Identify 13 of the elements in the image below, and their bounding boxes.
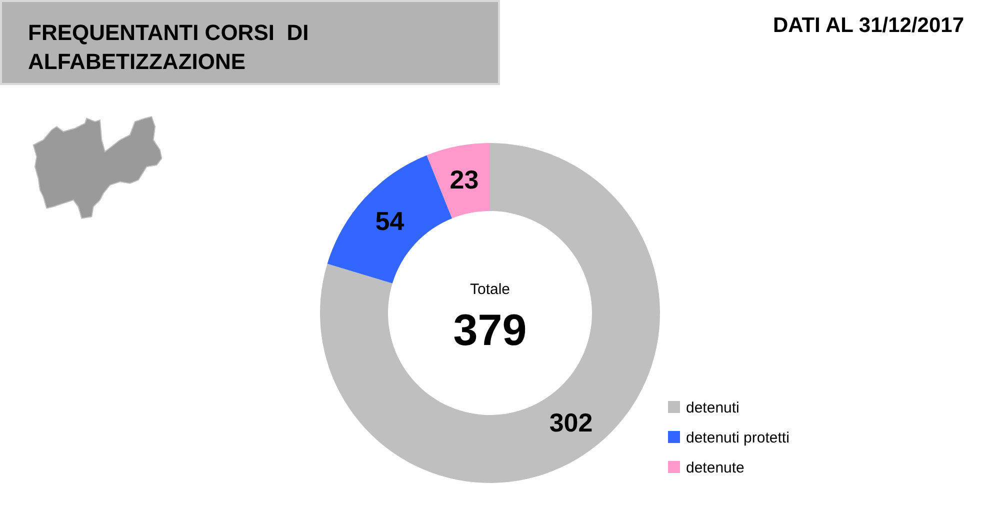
data-label: 302 [549,407,593,438]
text: 379 [453,306,527,355]
chart-title: FREQUENTANTI CORSI DI ALFABETIZZAZIONE [28,20,309,74]
data-label: 54 [375,206,405,236]
legend-label: detenuti protetti [686,429,790,446]
legend-label: detenute [686,459,744,476]
donut-slice [426,143,490,218]
text: Totale [470,281,510,298]
data-label: 23 [450,164,479,195]
legend-label: detenuti [686,399,740,416]
donut-slice [320,143,660,483]
text: DATI AL 31/12/2017 [772,14,964,37]
donut-slice [327,155,452,284]
